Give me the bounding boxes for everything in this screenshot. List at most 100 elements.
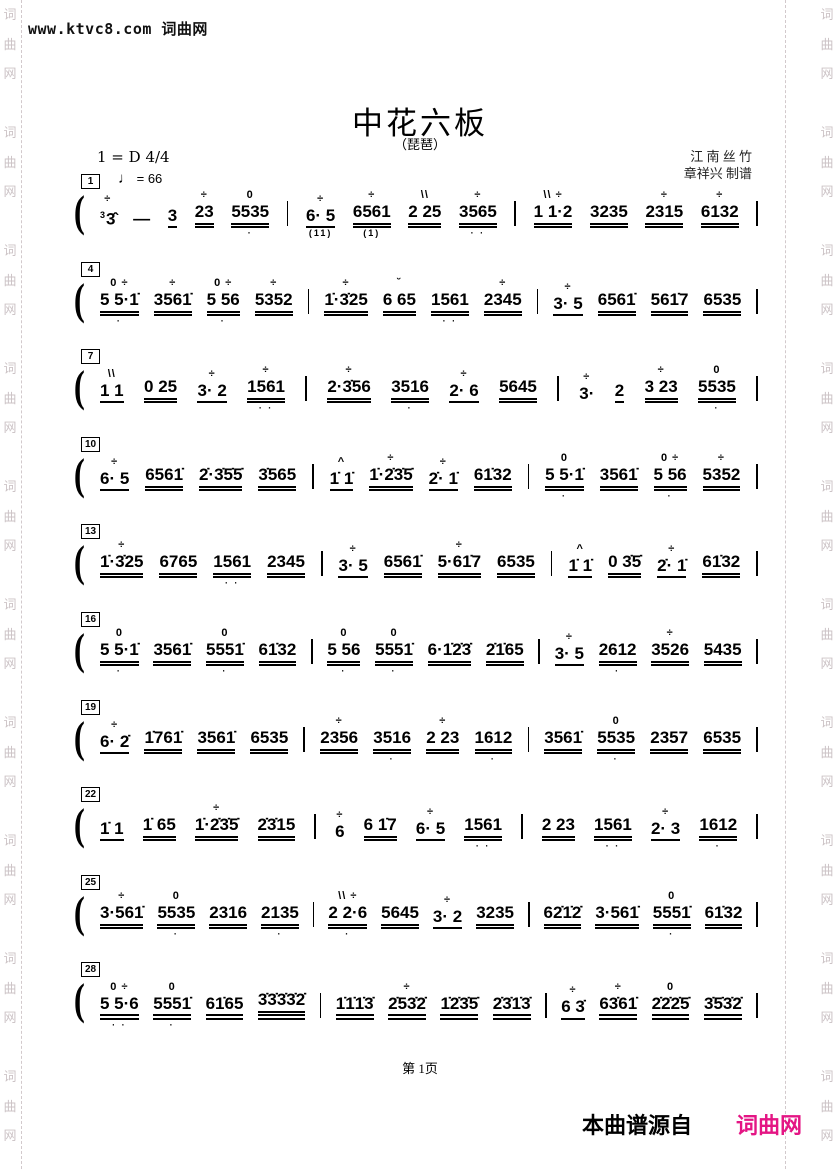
ornament: ÷ — [200, 189, 208, 201]
barline — [521, 814, 523, 840]
beam-line — [144, 748, 183, 751]
quarter-note-icon: ♩ — [118, 170, 133, 187]
note-digits: 23 — [194, 202, 214, 221]
ornament: ÷ — [660, 189, 668, 201]
note-digits: 2345 — [267, 552, 305, 571]
beam-lines — [608, 571, 642, 579]
note-cell: 3235 — [590, 188, 628, 239]
note-cell: 6535 — [497, 538, 535, 589]
beam-line — [247, 401, 285, 404]
ornament — [615, 889, 619, 903]
beam-lines — [327, 659, 361, 667]
beam-lines — [257, 834, 296, 842]
ornament — [408, 363, 412, 377]
beam-lines — [335, 1013, 374, 1020]
note-digits: 6 65 — [382, 290, 416, 309]
beam-line — [652, 927, 691, 930]
watermark-char: 词 — [3, 479, 17, 494]
watermark-char: 网 — [3, 774, 17, 789]
octave-dots-below — [119, 578, 124, 589]
octave-dots-below — [457, 578, 462, 589]
note-cell: ÷ 2 23 — [426, 714, 460, 765]
note-digits: 3· — [579, 384, 595, 404]
beam-line — [459, 222, 497, 225]
octave-dots-below — [501, 316, 506, 327]
note-digits: 6561̇ — [597, 290, 636, 309]
score-line: 7(\\ 1 1 0 25 ÷ 3· 2 ÷ 1561 · · ÷ 2·3̇56 3516 ·… — [74, 349, 760, 419]
beam-line — [375, 660, 413, 663]
watermark-char: 曲 — [3, 390, 17, 406]
note-cell: ÷ 3565 · · — [459, 188, 497, 239]
beam-line — [651, 664, 690, 667]
octave-dots-below — [279, 1020, 284, 1031]
note-cell: 5645 — [499, 363, 537, 414]
beam-line — [543, 927, 582, 930]
score-line: 22( 1̇ 1 1̇ 65 ÷ 1̇·2̇3̇5̇ 2̇3̇15 ÷ 6 6 1̇… — [74, 787, 760, 857]
octave-dots-below — [509, 1020, 514, 1031]
note-cell: ÷ 1̇·3̇25 — [324, 276, 368, 327]
beam-line — [231, 226, 270, 229]
beam-lines — [153, 1013, 192, 1020]
note-cell: 6561̇ — [597, 276, 636, 327]
stave-brace: ( — [73, 187, 85, 236]
beam-lines — [100, 751, 130, 755]
beam-line — [594, 835, 632, 838]
note-digits: 6561 — [352, 202, 391, 221]
beam-line — [703, 664, 742, 667]
octave-dots-below — [338, 841, 343, 852]
octave-dots-below — [571, 1020, 576, 1031]
beam-lines — [703, 1013, 742, 1020]
note-digits: 3561̇ — [599, 465, 638, 484]
beam-line — [595, 923, 639, 926]
beam-line — [440, 1017, 479, 1020]
ornament: ÷ — [111, 718, 119, 731]
note-cell: ÷ 6· 5 — [415, 805, 446, 853]
barline — [514, 201, 517, 227]
octave-dots-below: · — [407, 403, 413, 414]
note-digits: 6535 — [497, 552, 535, 571]
note-cell: 561̇7 — [650, 276, 689, 327]
note-cell: 3561̇ — [153, 626, 192, 677]
beam-line — [388, 1017, 426, 1020]
beam-line — [594, 839, 632, 842]
beam-lines — [328, 922, 368, 930]
beam-lines — [375, 659, 413, 667]
note-digits: 2135 — [261, 903, 299, 922]
octave-dots-below — [226, 929, 231, 940]
beam-lines — [437, 571, 482, 579]
note-digits: 6 3̇ — [561, 997, 585, 1017]
beam-line — [373, 752, 412, 755]
barline — [756, 814, 758, 840]
octave-dots-below — [170, 316, 175, 327]
beam-line — [194, 839, 239, 842]
ornament: ÷ — [717, 452, 725, 464]
note-digits: 1561 — [431, 290, 469, 309]
beam-lines — [338, 575, 368, 579]
ornament — [275, 451, 279, 465]
note-cell: ÷ 5·61̇7 — [437, 538, 482, 589]
beam-line — [381, 927, 419, 930]
note-cell: \\ 1 1 — [100, 367, 124, 415]
note-digits: 6· 5 — [415, 818, 446, 838]
beam-line — [497, 572, 535, 575]
beam-line — [703, 1014, 742, 1017]
note-cell: 0 ÷ 5 5·1̇ · — [100, 276, 139, 327]
note-cell: 3561̇ — [599, 451, 638, 502]
note-digits: 6 — [335, 822, 345, 842]
beam-line — [698, 397, 736, 400]
octave-dots-below: (1) — [363, 228, 381, 239]
notes-row: ÷ 1̇·3̇25 6765 1561 · · 2345 ÷ 3· 5 6561̇ ÷… — [100, 538, 758, 589]
ornament — [278, 889, 282, 903]
note-cell: 1̇ 65 — [142, 801, 176, 852]
note-digits: 2356 — [320, 728, 359, 747]
octave-dots-below: · · — [605, 841, 621, 852]
beam-line — [597, 314, 636, 317]
note-digits: 2· 3 — [650, 818, 681, 838]
octave-dots-below: · — [669, 929, 675, 940]
beam-lines — [205, 659, 244, 667]
beam-line — [250, 752, 289, 755]
ornament — [560, 889, 564, 903]
beam-line — [703, 752, 742, 755]
octave-dots-below — [214, 754, 219, 765]
beam-line — [533, 226, 573, 229]
